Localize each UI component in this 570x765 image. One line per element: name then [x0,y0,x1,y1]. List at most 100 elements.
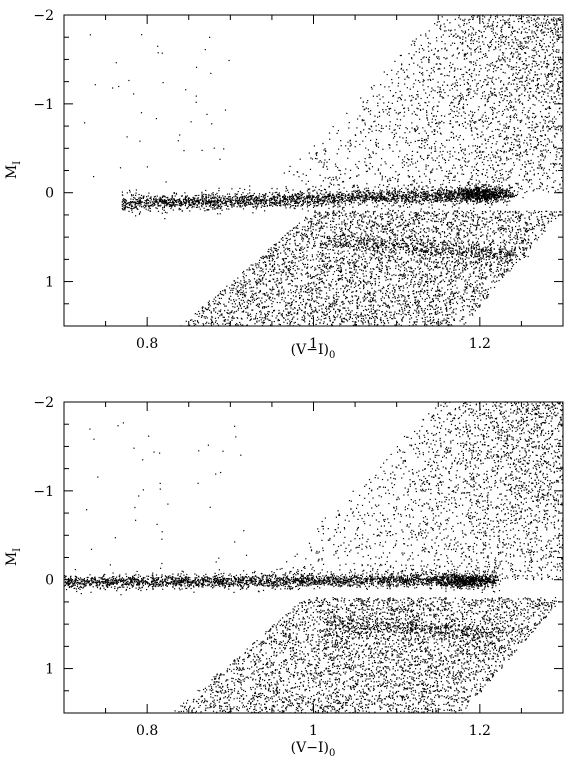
top-data-point [368,198,370,200]
top-data-point [364,192,366,194]
top-data-point [370,195,372,197]
top-data-point [224,195,226,198]
top-data-point [502,113,504,115]
top-data-point [366,102,368,104]
top-data-point [134,197,136,199]
top-data-point [493,195,496,197]
top-data-point [155,207,157,209]
top-data-point [528,40,530,42]
top-data-point [270,204,272,206]
top-data-point [289,207,291,209]
top-data-point [441,73,443,75]
top-data-point [450,136,452,138]
top-data-point [478,29,480,32]
top-data-point [349,150,351,153]
top-data-point [408,196,410,198]
top-data-point [477,189,479,191]
top-data-point [457,95,459,97]
top-data-point [457,200,459,202]
top-data-point [515,109,517,111]
top-data-point [353,200,355,202]
top-data-point [226,204,228,206]
top-data-point [499,192,501,194]
top-data-point [471,16,473,18]
top-data-point [334,201,336,203]
top-data-point [292,196,294,198]
top-data-point [347,148,349,150]
top-data-point [212,192,214,194]
top-data-point [206,209,208,211]
top-data-point [321,203,323,205]
top-data-point [492,197,494,199]
top-data-point [410,190,413,192]
top-data-point [423,56,425,58]
top-data-point [551,126,553,128]
top-data-point [314,157,317,160]
top-data-point [439,94,441,96]
top-data-point [292,196,294,198]
top-data-point [208,196,210,198]
top-data-point [466,72,468,74]
top-data-point [221,201,223,203]
top-data-point [362,197,364,199]
top-data-point [478,146,481,148]
top-data-point [336,199,338,202]
top-data-point [394,191,396,193]
top-data-point [139,202,142,204]
top-data-point [305,174,307,176]
top-data-point [435,63,437,65]
top-data-point [218,205,220,208]
top-data-point [398,205,400,207]
top-data-point [157,204,159,206]
top-data-point [132,207,135,209]
top-data-point [424,191,426,193]
top-data-point [408,202,411,204]
top-data-point [545,22,547,24]
top-data-point [344,202,346,204]
top-data-point [543,49,545,51]
top-data-point [358,197,360,199]
top-data-point [292,197,294,199]
top-data-point [555,31,557,33]
top-data-point [235,201,237,203]
top-data-point [470,199,472,201]
top-data-point [488,197,490,199]
top-data-point [467,83,469,85]
top-data-point [505,193,507,195]
top-data-point [540,159,542,161]
top-data-point [506,195,508,197]
top-data-point [417,194,419,197]
top-data-point [469,194,471,196]
top-data-point [544,57,547,59]
top-data-point [470,193,473,195]
top-data-point [533,113,535,115]
top-data-point [393,190,395,192]
top-data-point [428,122,430,124]
top-data-point [508,195,510,197]
top-data-point [558,49,560,51]
top-data-point [547,75,549,77]
top-data-point [402,191,404,194]
top-data-point [336,203,339,205]
top-data-point [440,24,442,26]
top-data-point [337,206,339,208]
top-data-point [170,198,172,200]
top-data-point [239,204,242,207]
top-data-point [316,201,318,203]
top-data-point [235,196,237,198]
top-data-point [486,194,488,196]
top-data-point [500,188,502,191]
top-data-point [291,195,293,197]
top-data-point [170,205,172,207]
top-data-point [558,152,560,154]
top-data-point [469,91,471,93]
top-data-point [269,204,271,207]
top-data-point [502,54,504,56]
top-data-point [412,163,414,165]
top-data-point [491,193,493,195]
top-data-point [499,189,501,192]
top-data-point [524,114,526,116]
top-data-point [306,196,308,198]
top-data-point [369,193,371,195]
top-data-point [153,198,155,200]
